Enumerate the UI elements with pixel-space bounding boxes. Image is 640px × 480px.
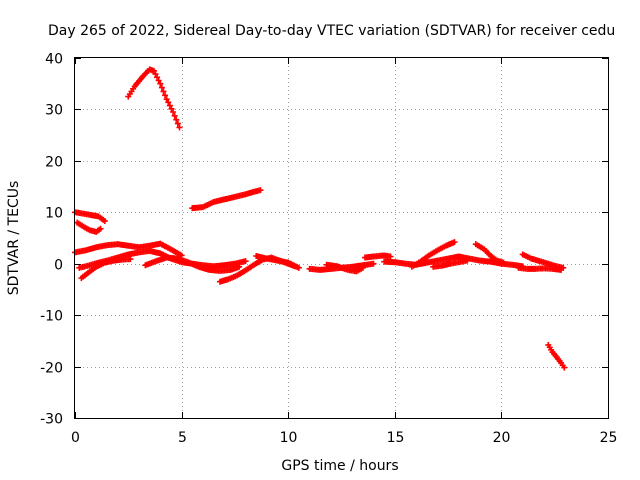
data-point [236,263,243,270]
y-tick-label: 0 [54,258,63,274]
series-arc15 [408,239,458,270]
series-arc20 [545,341,568,371]
grid-layer [75,58,608,418]
x-tick-label: 10 [280,430,298,446]
series-arc1 [125,66,183,131]
data-point [97,225,104,232]
data-point [154,74,161,81]
data-point [166,102,173,109]
series-arc16 [430,257,471,270]
y-tick-label: -10 [40,309,63,325]
points-layer [72,66,568,371]
data-point [295,264,302,271]
y-tick-label: -30 [40,412,63,428]
series-arc12 [323,261,366,275]
y-tick-label: 10 [45,206,63,222]
y-axis-label: SDTVAR / TECUs [6,181,22,296]
series-arc13 [361,252,394,261]
ticks-layer [75,58,609,419]
x-tick-label: 0 [71,430,80,446]
data-point [500,259,507,266]
data-point [170,109,177,115]
data-point [173,116,180,123]
data-point [162,92,169,99]
data-point [163,96,170,103]
data-point [158,84,165,91]
y-tick-label: 20 [45,155,63,171]
series-arc4 [74,219,104,235]
data-point [558,266,565,273]
data-point [242,258,249,265]
x-tick-label: 20 [493,430,511,446]
y-tick-label: -20 [40,361,63,377]
data-point [157,80,164,87]
data-point [168,105,175,112]
data-point [165,99,172,106]
series-arc7 [78,256,134,282]
x-tick-label: 15 [387,430,405,446]
series-arc17 [472,241,507,266]
data-point [451,239,458,246]
series-arc10 [253,253,302,271]
data-point [155,77,162,84]
data-point [370,260,377,267]
x-tick-label: 5 [178,430,187,446]
plot-border [74,57,609,419]
data-point [359,264,366,271]
data-point [160,88,167,95]
series-arc8 [142,254,243,274]
data-point [174,120,181,127]
data-point [464,257,471,264]
series-arc2 [189,187,264,212]
data-point [127,256,134,263]
x-tick-label: 25 [600,430,618,446]
series-arc19 [515,264,565,273]
series-arc5 [72,240,185,259]
data-point [152,71,159,78]
data-point [101,218,108,225]
data-point [150,67,157,74]
data-point [561,364,568,371]
data-point [387,253,394,260]
data-point [257,187,264,194]
series-arc14 [381,253,526,270]
y-tick-label: 40 [45,52,63,68]
data-point [176,124,183,131]
tick-labels: 0 5 10 15 20 25 -30 -20 -10 0 10 20 30 40 [40,52,617,447]
y-tick-label: 30 [45,103,63,119]
data-point [171,112,178,119]
chart-title: Day 265 of 2022, Sidereal Day-to-day VTE… [48,23,615,39]
x-axis-label: GPS time / hours [281,458,398,474]
